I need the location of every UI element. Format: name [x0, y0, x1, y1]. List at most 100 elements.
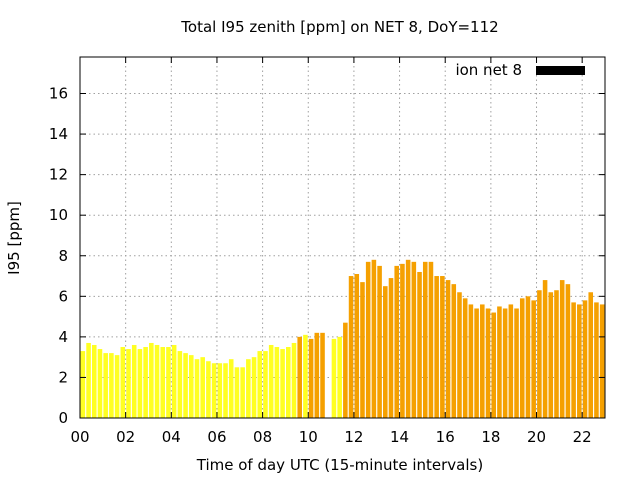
bar [365, 261, 371, 418]
bar [388, 278, 394, 418]
bar [246, 359, 251, 418]
bar [554, 290, 559, 418]
bar [126, 349, 131, 418]
bar [480, 304, 485, 418]
bar [291, 342, 297, 418]
x-tick-label: 10 [299, 428, 318, 446]
bar [417, 271, 422, 418]
bar [565, 284, 571, 418]
bar [228, 359, 234, 418]
bar [200, 357, 205, 418]
bar [343, 322, 348, 418]
y-axis-label: I95 [ppm] [5, 201, 23, 275]
bar [434, 276, 439, 418]
bar [80, 351, 86, 418]
bar [268, 344, 274, 418]
y-tick-label: 12 [49, 166, 68, 184]
y-tick-label: 6 [58, 287, 68, 305]
bar [371, 259, 377, 418]
bar [137, 349, 143, 418]
x-tick-label: 22 [573, 428, 592, 446]
bar [445, 280, 451, 418]
bar [405, 259, 411, 418]
bar [166, 347, 171, 418]
bar [280, 349, 285, 418]
bar [103, 353, 108, 418]
bar [400, 263, 405, 418]
x-tick-label: 20 [527, 428, 546, 446]
bar [502, 308, 508, 418]
bar [211, 363, 217, 418]
bar [86, 342, 91, 418]
y-tick-label: 0 [58, 409, 68, 427]
x-axis-label: Time of day UTC (15-minute intervals) [196, 456, 483, 474]
bar [131, 344, 137, 418]
bar [354, 274, 360, 418]
bar [537, 290, 542, 418]
bar [120, 347, 126, 418]
bar [263, 351, 268, 418]
bar [109, 353, 114, 418]
bar [514, 308, 519, 418]
bar [154, 344, 160, 418]
bar [360, 282, 365, 418]
bar [571, 302, 576, 418]
bar [91, 344, 97, 418]
x-tick-label: 02 [116, 428, 135, 446]
bar [303, 334, 308, 418]
bar [240, 367, 245, 418]
bar [542, 280, 548, 418]
bar [577, 304, 582, 418]
bar [485, 308, 491, 418]
plot-border [79, 56, 606, 419]
x-tick-label: 08 [253, 428, 272, 446]
bar [491, 312, 497, 418]
x-tick-label: 06 [207, 428, 226, 446]
bar [194, 359, 200, 418]
bar [223, 363, 228, 418]
legend: ion net 8 [455, 61, 585, 79]
bar [548, 292, 554, 418]
y-tick-label: 14 [49, 125, 68, 143]
bar [383, 286, 388, 418]
x-tick-label: 04 [162, 428, 181, 446]
y-tick-label: 4 [58, 328, 68, 346]
bar [337, 336, 342, 418]
x-tick-label: 16 [436, 428, 455, 446]
bar [286, 347, 291, 418]
bar [251, 357, 257, 418]
bar [440, 276, 445, 418]
chart-title: Total I95 zenith [ppm] on NET 8, DoY=112 [180, 18, 498, 36]
bar [114, 355, 120, 418]
bar [497, 306, 502, 418]
bar [377, 265, 382, 418]
bar [599, 304, 605, 418]
bar [234, 367, 240, 418]
legend-label: ion net 8 [455, 61, 522, 79]
bar [348, 276, 354, 418]
bar [519, 298, 525, 418]
plot-frame [79, 56, 606, 419]
x-tick-label: 14 [390, 428, 409, 446]
bar [525, 296, 531, 418]
bar [411, 261, 417, 418]
grid [80, 57, 605, 418]
bar [274, 347, 280, 418]
y-tick-label: 8 [58, 247, 68, 265]
y-tick-label: 16 [49, 85, 68, 103]
bar [594, 302, 599, 418]
bar [588, 292, 594, 418]
y-tick-label: 10 [49, 206, 68, 224]
bar [149, 342, 154, 418]
bar [97, 349, 103, 418]
bar [559, 280, 565, 418]
bar [183, 353, 188, 418]
bar [508, 304, 514, 418]
bar [531, 300, 536, 418]
bar [143, 347, 148, 418]
bar [468, 304, 474, 418]
x-tick-label: 18 [481, 428, 500, 446]
y-tick-label: 2 [58, 368, 68, 386]
